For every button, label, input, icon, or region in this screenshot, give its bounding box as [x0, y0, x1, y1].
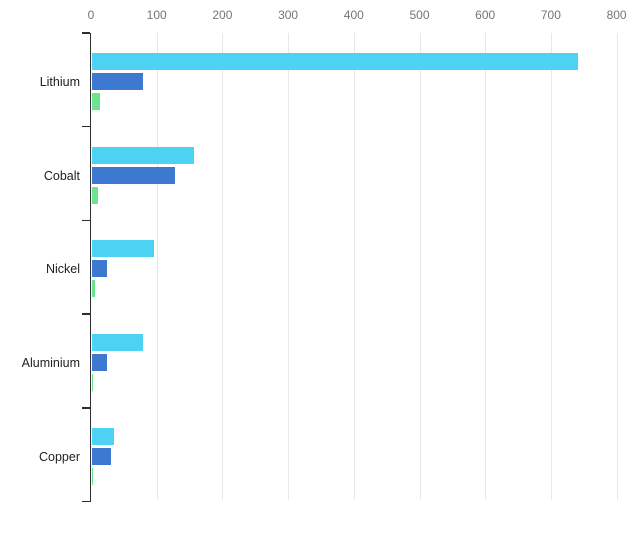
bar-cyan-series-nickel — [91, 240, 154, 258]
y-axis-tick — [81, 500, 90, 503]
x-tick-label: 400 — [343, 8, 364, 22]
bar-blue-series-copper — [91, 447, 111, 465]
y-axis-domain-line — [89, 33, 91, 502]
y-axis-tick — [81, 313, 90, 315]
bar-cyan-series-lithium — [91, 53, 578, 70]
x-tick-label: 500 — [409, 8, 430, 22]
x-tick-label: 0 — [87, 8, 95, 22]
bar-cyan-series-copper — [91, 427, 115, 445]
x-tick-label: 800 — [606, 8, 627, 22]
category-label-lithium: Lithium — [39, 74, 80, 89]
bar-cyan-series-aluminium — [91, 334, 143, 352]
bar-green-series-lithium — [91, 93, 101, 110]
gridline — [419, 33, 421, 500]
x-tick-label: 200 — [212, 8, 233, 22]
bar-green-series-nickel — [91, 280, 95, 298]
category-label-copper: Copper — [39, 449, 80, 464]
bar-cyan-series-cobalt — [91, 146, 194, 164]
x-tick-label: 600 — [475, 8, 496, 22]
bar-blue-series-cobalt — [91, 166, 175, 184]
y-axis-tick — [81, 32, 90, 34]
gridline — [485, 33, 487, 500]
gridline — [616, 33, 618, 500]
y-axis-tick — [81, 407, 90, 409]
gridline — [288, 33, 290, 500]
category-label-aluminium: Aluminium — [21, 355, 80, 370]
bar-blue-series-aluminium — [91, 354, 107, 372]
x-tick-label: 700 — [540, 8, 561, 22]
y-axis-tick — [81, 125, 90, 128]
gridline — [353, 33, 355, 500]
category-label-nickel: Nickel — [45, 262, 80, 277]
bar-green-series-copper — [91, 467, 93, 485]
bar-blue-series-lithium — [91, 73, 143, 90]
x-tick-label: 100 — [146, 8, 167, 22]
gridline — [222, 33, 224, 500]
gridline — [156, 33, 158, 500]
y-axis-tick — [81, 219, 90, 222]
gridline — [550, 33, 552, 500]
bar-blue-series-nickel — [91, 260, 108, 278]
x-tick-label: 300 — [278, 8, 299, 22]
category-label-cobalt: Cobalt — [43, 168, 80, 183]
bar-green-series-aluminium — [91, 374, 94, 392]
bar-green-series-cobalt — [91, 186, 99, 204]
